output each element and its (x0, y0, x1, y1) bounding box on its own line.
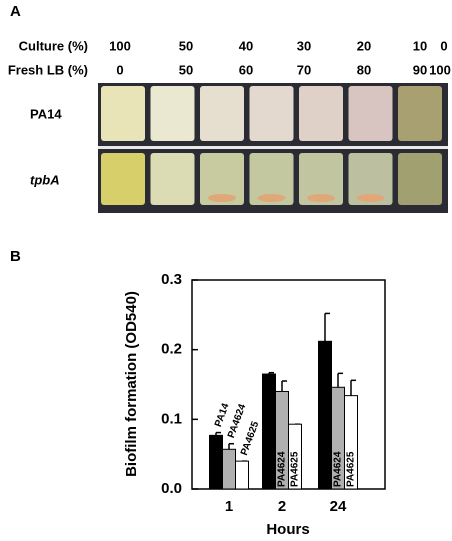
bar (288, 423, 302, 490)
sediment (307, 194, 335, 202)
tube (398, 153, 442, 205)
tube (299, 86, 343, 141)
series-label: PA4624 (333, 451, 344, 487)
tube (150, 153, 195, 205)
sediment (356, 194, 385, 202)
panel-label: B (10, 248, 21, 265)
series-label: PA4625 (290, 451, 301, 487)
fresh-value: 100 (429, 62, 451, 77)
series-label: PA14 (320, 462, 331, 487)
culture-value: 30 (297, 38, 311, 53)
tubes (101, 86, 442, 205)
y-tick-label: 0.0 (161, 480, 182, 497)
fresh-value: 80 (357, 62, 371, 77)
series-label: PA4625 (346, 451, 357, 487)
bar (209, 434, 223, 490)
tube (348, 153, 393, 205)
culture-value: 0 (440, 38, 447, 53)
culture-value: 10 (413, 38, 427, 53)
tube (249, 153, 294, 205)
fresh-value: 70 (297, 62, 311, 77)
y-tick-label: 0.1 (161, 410, 182, 427)
fresh-value: 50 (179, 62, 193, 77)
strain-label: tpbA (30, 172, 60, 187)
row-label: Fresh LB (%) (8, 62, 88, 77)
fresh-value: 90 (413, 62, 427, 77)
bar (344, 395, 358, 490)
tube (101, 86, 145, 141)
panel-label: A (10, 3, 21, 20)
tube (249, 86, 294, 141)
tube (101, 153, 145, 205)
row-label: Culture (%) (19, 38, 88, 53)
culture-value: 50 (179, 38, 193, 53)
x-tick-label: 24 (330, 498, 347, 515)
tube (200, 86, 244, 141)
y-tick-label: 0.3 (161, 271, 182, 288)
culture-value: 100 (109, 38, 131, 53)
culture-value: 20 (357, 38, 371, 53)
x-axis-label: Hours (266, 521, 309, 538)
y-tick-label: 0.2 (161, 341, 182, 358)
tube (348, 86, 393, 141)
sediment (208, 194, 236, 202)
culture-value: 40 (239, 38, 253, 53)
series-label: PA14 (264, 462, 275, 487)
tube (398, 86, 442, 141)
series-label: PA4625 (239, 420, 262, 457)
series-label: PA4624 (277, 451, 288, 487)
fresh-value: 60 (239, 62, 253, 77)
bar (235, 460, 249, 490)
fresh-value: 0 (116, 62, 123, 77)
tube (150, 86, 195, 141)
sediment (257, 194, 286, 202)
y-axis-label: Biofilm formation (OD540) (123, 291, 140, 477)
tube (200, 153, 244, 205)
series-label: PA14 (213, 402, 232, 429)
strain-label: PA14 (30, 106, 62, 121)
bar (222, 448, 236, 490)
tube (299, 153, 343, 205)
x-tick-label: 2 (278, 498, 286, 515)
x-tick-label: 1 (225, 498, 233, 515)
